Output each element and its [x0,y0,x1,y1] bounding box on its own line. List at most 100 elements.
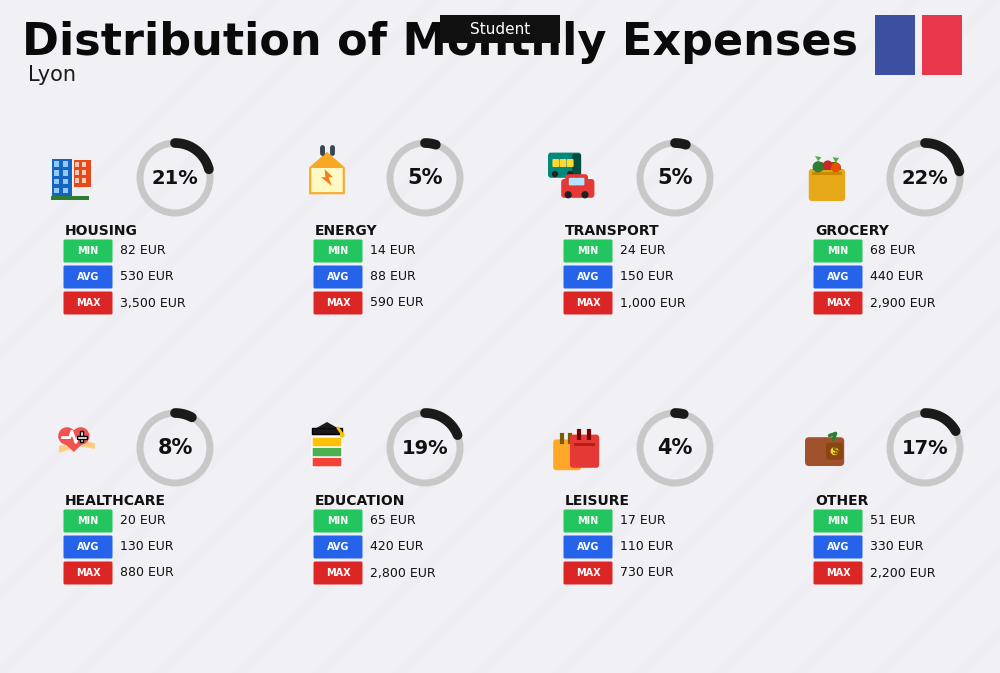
FancyBboxPatch shape [561,179,594,198]
Polygon shape [833,157,839,163]
FancyBboxPatch shape [564,291,612,314]
FancyBboxPatch shape [814,509,862,532]
FancyBboxPatch shape [565,174,588,189]
Text: 3,500 EUR: 3,500 EUR [120,297,186,310]
Text: AVG: AVG [327,272,349,282]
Text: GROCERY: GROCERY [815,224,889,238]
Circle shape [72,427,89,445]
FancyBboxPatch shape [75,162,79,167]
Text: ENERGY: ENERGY [315,224,378,238]
FancyBboxPatch shape [63,188,68,193]
Text: 330 EUR: 330 EUR [870,540,924,553]
Text: HOUSING: HOUSING [65,224,138,238]
Polygon shape [316,422,338,429]
FancyBboxPatch shape [64,240,112,262]
Text: 530 EUR: 530 EUR [120,271,174,283]
FancyBboxPatch shape [567,159,574,167]
FancyBboxPatch shape [82,178,86,183]
Text: 150 EUR: 150 EUR [620,271,674,283]
FancyBboxPatch shape [64,536,112,559]
FancyBboxPatch shape [54,162,59,167]
FancyBboxPatch shape [63,162,68,167]
FancyBboxPatch shape [560,159,566,167]
FancyBboxPatch shape [75,170,79,175]
Text: MIN: MIN [327,516,349,526]
Text: AVG: AVG [77,542,99,552]
FancyBboxPatch shape [55,196,58,199]
Text: 880 EUR: 880 EUR [120,567,174,579]
Text: AVG: AVG [827,542,849,552]
FancyBboxPatch shape [314,266,362,289]
FancyBboxPatch shape [64,561,112,584]
Text: Student: Student [470,22,530,36]
Polygon shape [59,437,89,452]
FancyBboxPatch shape [826,443,843,460]
Polygon shape [321,169,333,186]
FancyBboxPatch shape [814,240,862,262]
FancyBboxPatch shape [63,179,68,184]
Circle shape [831,447,839,455]
FancyBboxPatch shape [552,159,559,167]
FancyBboxPatch shape [52,160,72,197]
Text: MAX: MAX [326,568,350,578]
FancyBboxPatch shape [82,162,86,167]
Text: $: $ [831,446,838,456]
FancyBboxPatch shape [812,172,842,175]
Text: EDUCATION: EDUCATION [315,494,405,508]
FancyBboxPatch shape [875,15,915,75]
Circle shape [831,163,841,172]
Text: MAX: MAX [76,298,100,308]
Text: 730 EUR: 730 EUR [620,567,674,579]
Text: AVG: AVG [577,272,599,282]
FancyBboxPatch shape [77,436,87,439]
FancyBboxPatch shape [577,178,584,185]
Text: 110 EUR: 110 EUR [620,540,674,553]
Text: MAX: MAX [826,298,850,308]
FancyBboxPatch shape [564,509,612,532]
FancyBboxPatch shape [312,429,342,434]
Text: 88 EUR: 88 EUR [370,271,416,283]
Text: 420 EUR: 420 EUR [370,540,424,553]
FancyBboxPatch shape [64,291,112,314]
Circle shape [565,191,572,199]
FancyBboxPatch shape [64,266,112,289]
FancyBboxPatch shape [572,153,581,177]
FancyBboxPatch shape [564,240,612,262]
FancyBboxPatch shape [564,561,612,584]
FancyBboxPatch shape [64,509,112,532]
FancyBboxPatch shape [814,266,862,289]
Text: 440 EUR: 440 EUR [870,271,924,283]
FancyBboxPatch shape [805,437,844,466]
FancyBboxPatch shape [564,266,612,289]
Circle shape [567,171,573,177]
Text: 82 EUR: 82 EUR [120,244,166,258]
FancyBboxPatch shape [548,153,581,178]
FancyBboxPatch shape [54,188,59,193]
FancyBboxPatch shape [814,536,862,559]
Circle shape [340,433,345,437]
Text: MIN: MIN [577,246,599,256]
FancyBboxPatch shape [312,437,342,447]
Text: MAX: MAX [826,568,850,578]
Text: Lyon: Lyon [28,65,76,85]
Text: 130 EUR: 130 EUR [120,540,174,553]
Text: 22%: 22% [902,168,948,188]
Text: MIN: MIN [77,516,99,526]
FancyBboxPatch shape [51,196,89,200]
Text: 4%: 4% [657,438,693,458]
FancyBboxPatch shape [314,291,362,314]
Text: 2,200 EUR: 2,200 EUR [870,567,936,579]
Text: 2,900 EUR: 2,900 EUR [870,297,936,310]
FancyBboxPatch shape [314,561,362,584]
Text: MIN: MIN [827,516,849,526]
FancyBboxPatch shape [814,561,862,584]
Text: MIN: MIN [577,516,599,526]
Polygon shape [59,440,95,453]
FancyBboxPatch shape [63,196,67,199]
Text: 590 EUR: 590 EUR [370,297,424,310]
Text: 20 EUR: 20 EUR [120,514,166,528]
Text: AVG: AVG [577,542,599,552]
Text: OTHER: OTHER [815,494,868,508]
Polygon shape [815,156,821,162]
FancyBboxPatch shape [574,443,595,446]
